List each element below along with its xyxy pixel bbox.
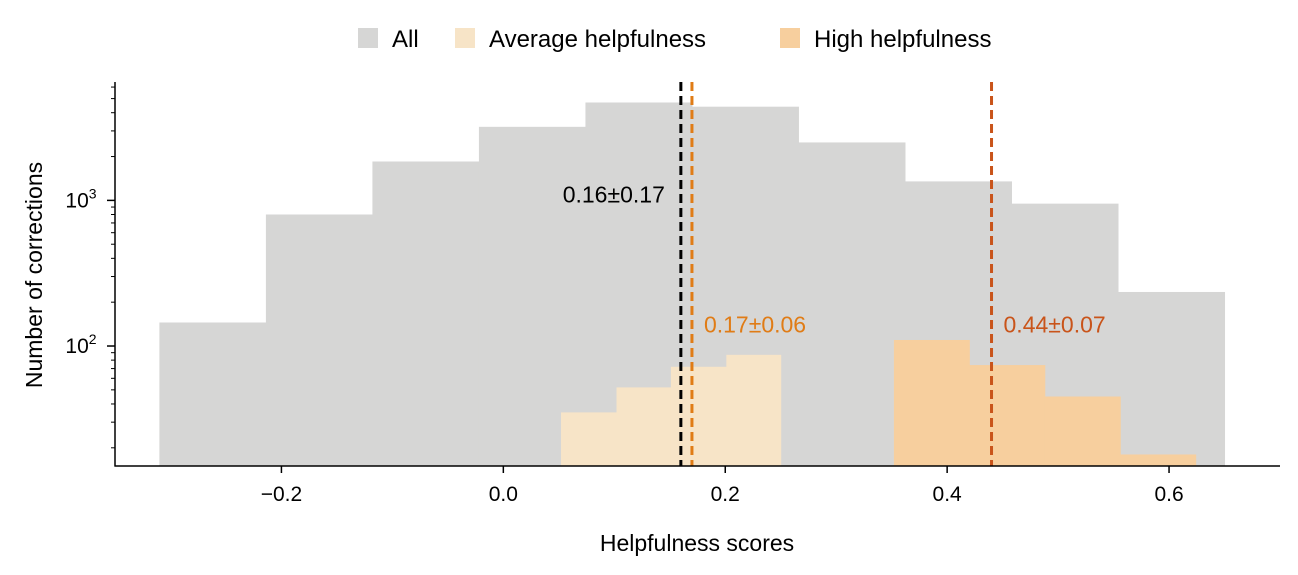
x-tick-label-0: −0.2 xyxy=(261,483,302,506)
histogram-bars xyxy=(159,102,1226,467)
y-tick-label-1: 103 xyxy=(65,185,96,212)
y-tick-base: 10 xyxy=(65,335,88,358)
bar-series-2-bin-3 xyxy=(1120,454,1197,466)
x-tick-label-2: 0.2 xyxy=(711,483,740,506)
bar-series-0-bin-2 xyxy=(372,161,480,467)
bar-series-1-bin-2 xyxy=(670,366,727,466)
x-tick-label-4: 0.6 xyxy=(1154,483,1183,506)
legend-label-0: All xyxy=(392,26,419,53)
bar-series-0-bin-1 xyxy=(265,214,373,466)
y-tick-exponent: 2 xyxy=(89,331,97,347)
y-tick-exponent: 3 xyxy=(89,185,97,201)
bar-series-0-bin-9 xyxy=(1118,291,1226,466)
y-tick-base: 10 xyxy=(65,189,88,212)
legend-label-2: High helpfulness xyxy=(814,26,991,53)
bar-series-0-bin-6 xyxy=(798,142,906,466)
bar-series-2-bin-0 xyxy=(893,339,970,466)
bar-series-2-bin-1 xyxy=(969,365,1046,466)
x-tick-label-1: 0.0 xyxy=(489,483,518,506)
bar-series-1-bin-1 xyxy=(616,387,672,466)
legend-swatch-2 xyxy=(780,28,800,48)
y-axis-label: Number of corrections xyxy=(21,162,47,388)
mean-label-0: 0.16±0.17 xyxy=(563,181,665,207)
legend-swatch-0 xyxy=(358,28,378,48)
bar-series-1-bin-3 xyxy=(726,354,782,466)
legend-label-1: Average helpfulness xyxy=(489,26,706,53)
mean-lines: 0.16±0.17 0.17±0.06 0.44±0.07 xyxy=(563,82,1106,466)
x-tick-label-3: 0.4 xyxy=(933,483,963,506)
legend: All Average helpfulness High helpfulness xyxy=(358,26,991,53)
bar-series-0-bin-0 xyxy=(159,322,267,466)
bar-series-1-bin-0 xyxy=(561,412,618,466)
bar-series-2-bin-2 xyxy=(1044,396,1121,466)
bar-series-0-bin-3 xyxy=(478,126,586,466)
y-tick-label-0: 102 xyxy=(65,331,96,358)
mean-label-1: 0.17±0.06 xyxy=(704,312,806,338)
mean-label-2: 0.44±0.07 xyxy=(1004,312,1106,338)
legend-swatch-1 xyxy=(455,28,475,48)
x-axis-label: Helpfulness scores xyxy=(600,530,794,556)
